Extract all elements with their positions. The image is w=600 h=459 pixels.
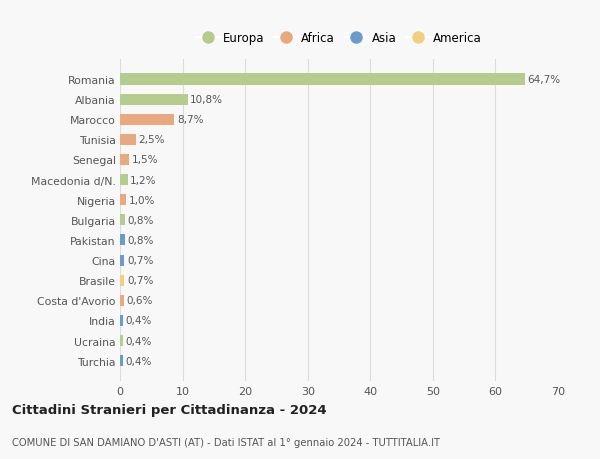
Bar [120,355,122,366]
Bar [120,195,126,206]
Bar [120,174,128,186]
Text: 0,4%: 0,4% [125,316,151,326]
Bar [120,275,124,286]
Bar [120,335,122,346]
Text: 1,0%: 1,0% [129,195,155,205]
Bar [120,215,125,226]
Text: 0,8%: 0,8% [128,215,154,225]
Text: COMUNE DI SAN DAMIANO D'ASTI (AT) - Dati ISTAT al 1° gennaio 2024 - TUTTITALIA.I: COMUNE DI SAN DAMIANO D'ASTI (AT) - Dati… [12,437,440,447]
Bar [120,235,125,246]
Bar [120,255,124,266]
Bar [120,315,122,326]
Legend: Europa, Africa, Asia, America: Europa, Africa, Asia, America [191,27,487,50]
Text: 1,2%: 1,2% [130,175,157,185]
Bar [120,95,188,106]
Text: 10,8%: 10,8% [190,95,223,105]
Bar [120,74,525,85]
Bar [120,134,136,146]
Text: 0,4%: 0,4% [125,336,151,346]
Text: 0,8%: 0,8% [128,235,154,246]
Text: 1,5%: 1,5% [132,155,158,165]
Text: 0,6%: 0,6% [126,296,152,306]
Text: 2,5%: 2,5% [138,135,164,145]
Bar [120,155,130,166]
Text: Cittadini Stranieri per Cittadinanza - 2024: Cittadini Stranieri per Cittadinanza - 2… [12,403,326,416]
Text: 0,4%: 0,4% [125,356,151,366]
Text: 8,7%: 8,7% [177,115,203,125]
Text: 0,7%: 0,7% [127,275,153,285]
Text: 0,7%: 0,7% [127,256,153,265]
Bar [120,114,175,125]
Bar [120,295,124,306]
Text: 64,7%: 64,7% [527,75,560,85]
